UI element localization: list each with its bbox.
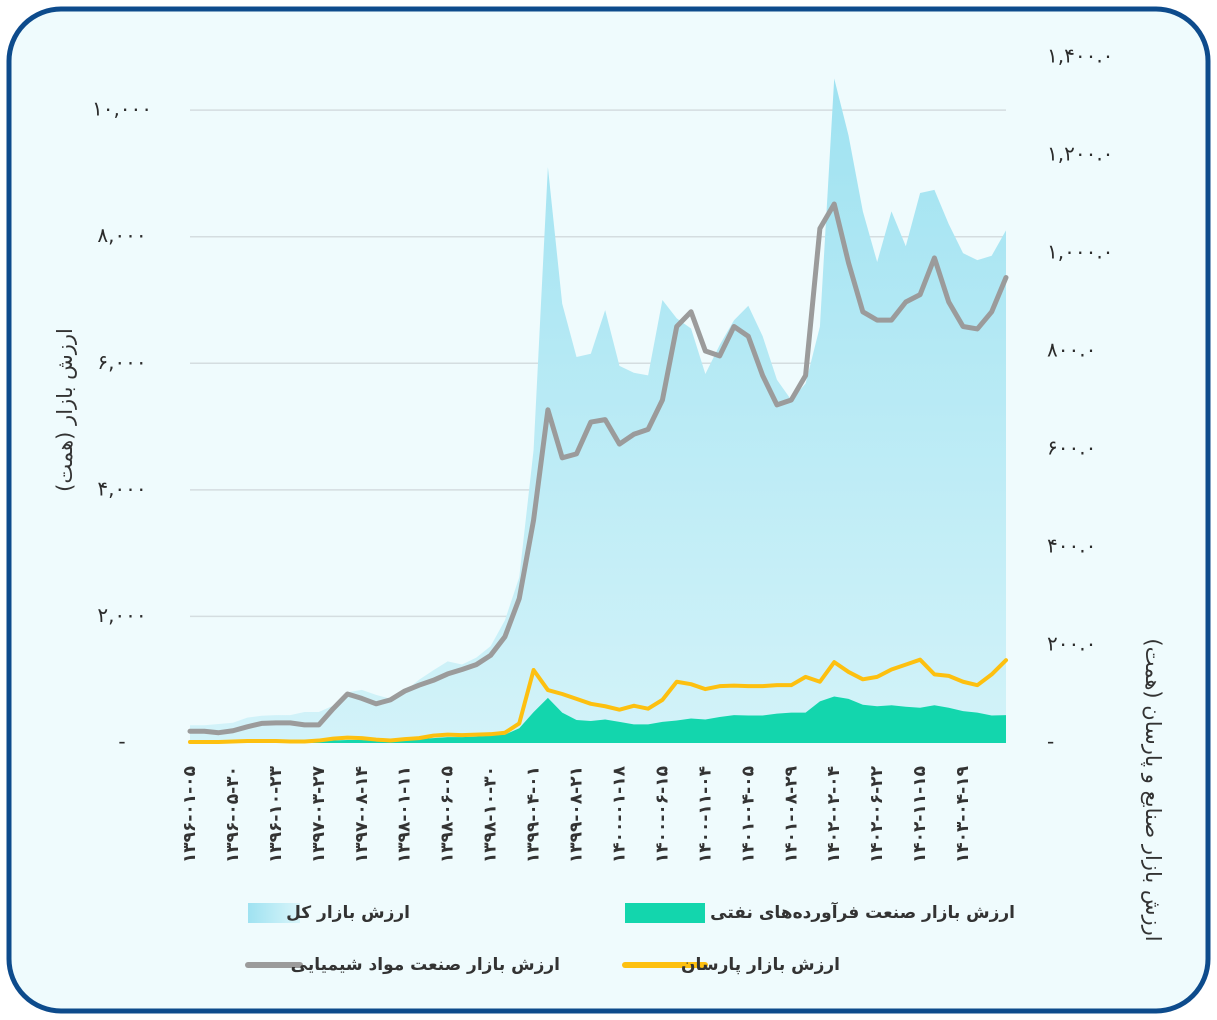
y-tick-label: - [118,730,125,754]
x-tick-label: ۱۳۹۷-۰۳-۲۷ [309,765,329,863]
y2-tick-label: ۴۰۰.۰ [1047,534,1096,558]
legend-swatch [248,903,300,923]
y2-axis-label: ارزش بازار صنایع و پارسان (همت) [1141,638,1165,941]
x-tick-label: ۱۴۰۰-۰۱-۱۸ [609,765,629,863]
x-tick-label: ۱۴۰۰-۰۶-۱۵ [652,766,672,863]
legend-label: ارزش بازار پارسان [681,955,840,975]
x-tick-label: ۱۳۹۹-۰۴-۰۱ [524,766,544,863]
y2-tick-label: ۲۰۰.۰ [1047,632,1096,656]
x-tick-label: ۱۳۹۶-۰۵-۳۰ [223,766,243,863]
y-tick-label: ۸,۰۰۰ [97,223,146,247]
legend: ارزش بازار کل ارزش بازار صنعت فرآورده‌های… [245,901,1015,975]
x-tick-label: ۱۴۰۱-۰۴-۰۵ [738,766,758,863]
x-tick-label: ۱۴۰۲-۰۲-۰۴ [824,766,844,863]
y2-tick-label: - [1047,730,1054,754]
legend-swatch [625,903,705,923]
x-tick-label: ۱۳۹۸-۱۰-۳۰ [481,766,501,863]
y2-tick-label: ۱,۴۰۰.۰ [1047,44,1113,68]
x-tick-label: ۱۴۰۲-۱۱-۱۵ [910,766,930,863]
legend-label: ارزش بازار کل [286,903,410,923]
y-tick-label: ۴,۰۰۰ [97,476,146,500]
y2-tick-label: ۱,۰۰۰.۰ [1047,240,1113,264]
legend-label: ارزش بازار صنعت مواد شیمیایی [291,955,560,975]
x-tick-label: ۱۴۰۱-۰۸-۲۹ [781,765,801,863]
x-tick-label: ۱۴۰۲-۰۶-۲۲ [867,765,887,863]
x-tick-label: ۱۳۹۶-۰۱-۰۵ [180,766,200,863]
y-tick-label: ۲,۰۰۰ [97,603,146,627]
y-tick-label: ۱۰,۰۰۰ [92,97,152,121]
x-tick-label: ۱۴۰۳-۰۴-۱۹ [953,765,973,863]
x-tick-label: ۱۳۹۷-۰۸-۱۴ [352,766,372,863]
y-axis-label: ارزش بازار (همت) [53,328,77,492]
x-tick-label: ۱۴۰۰-۱۱-۰۴ [695,766,715,863]
area [190,696,1006,743]
x-tick-label: ۱۳۹۸-۰۱-۱۱ [395,766,415,863]
x-tick-label: ۱۳۹۸-۰۶-۰۵ [438,766,458,863]
legend-label: ارزش بازار صنعت فرآورده‌های نفتی [710,901,1015,923]
x-tick-label: ۱۳۹۶-۱۰-۲۳ [266,765,286,863]
y2-tick-label: ۱,۲۰۰.۰ [1047,142,1113,166]
axes: - ۲,۰۰۰ ۴,۰۰۰ ۶,۰۰۰ ۸,۰۰۰ ۱۰,۰۰۰ - ۲۰۰.۰ ۴۰۰.۰ ۶۰… [92,44,1113,864]
line [187,201,1009,736]
plot-area [187,78,1009,745]
y2-tick-label: ۶۰۰.۰ [1047,436,1096,460]
y2-tick-label: ۸۰۰.۰ [1047,338,1096,362]
line [188,657,1008,745]
area [190,78,1006,743]
x-tick-label: ۱۳۹۹-۰۸-۲۱ [567,766,587,863]
y-tick-label: ۶,۰۰۰ [97,350,146,374]
